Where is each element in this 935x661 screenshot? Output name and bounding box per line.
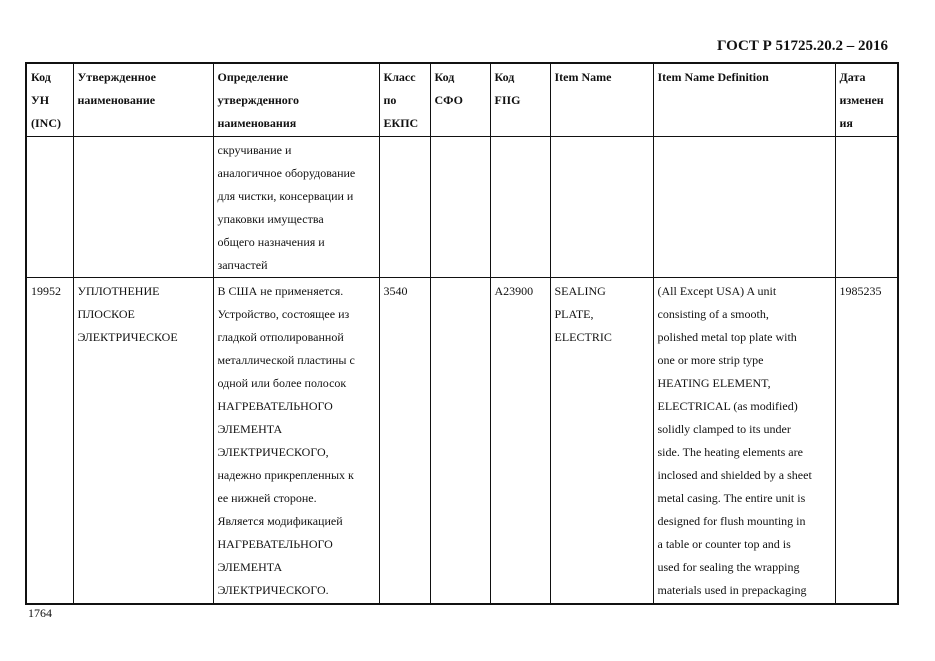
cell — [834, 136, 899, 278]
col-class: Класс по ЕКПС — [378, 62, 431, 137]
table-row: скручивание и аналогичное оборудование д… — [25, 136, 899, 278]
cell: скручивание и аналогичное оборудование д… — [212, 136, 380, 278]
standard-designation: ГОСТ Р 51725.20.2 – 2016 — [716, 38, 888, 54]
col-definition: Определение утвержденного наименования — [212, 62, 380, 137]
cell: УПЛОТНЕНИЕ ПЛОСКОЕ ЭЛЕКТРИЧЕСКОЕ — [72, 277, 214, 605]
cell: SEALING PLATE, ELECTRIC — [549, 277, 654, 605]
col-item-name: Item Name — [549, 62, 654, 137]
cell: (All Except USA) A unit consisting of a … — [652, 277, 836, 605]
col-change-date: Дата изменен ия — [834, 62, 899, 137]
cell: 19952 — [25, 277, 74, 605]
cell — [549, 136, 654, 278]
col-sfo: Код СФО — [429, 62, 491, 137]
cell — [378, 136, 431, 278]
col-item-definition: Item Name Definition — [652, 62, 836, 137]
cell: В США не применяется. Устройство, состоя… — [212, 277, 380, 605]
cell — [429, 277, 491, 605]
table-header-row: Код УН (INC) Утвержденное наименование О… — [25, 62, 899, 137]
cell: A23900 — [489, 277, 551, 605]
col-fiig: Код FIIG — [489, 62, 551, 137]
cell: 3540 — [378, 277, 431, 605]
cell — [489, 136, 551, 278]
col-approved-name: Утвержденное наименование — [72, 62, 214, 137]
table-row: 19952 УПЛОТНЕНИЕ ПЛОСКОЕ ЭЛЕКТРИЧЕСКОЕ В… — [25, 277, 899, 605]
cell — [652, 136, 836, 278]
cell: 1985235 — [834, 277, 899, 605]
page-number: 1764 — [28, 606, 52, 620]
items-table: Код УН (INC) Утвержденное наименование О… — [25, 62, 899, 605]
col-inc: Код УН (INC) — [25, 62, 74, 137]
cell — [25, 136, 74, 278]
cell — [429, 136, 491, 278]
cell — [72, 136, 214, 278]
